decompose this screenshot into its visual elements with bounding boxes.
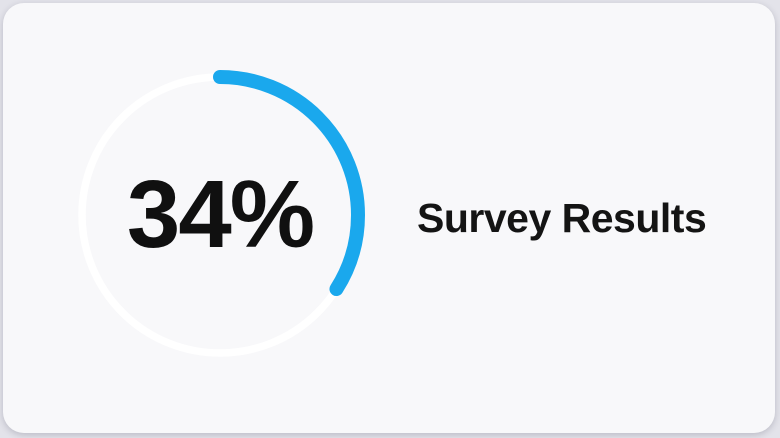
chart-title: Survey Results: [417, 194, 707, 241]
percent-label: 34%: [126, 161, 315, 268]
donut-svg: [75, 70, 365, 360]
progress-arc: [75, 70, 365, 360]
survey-card: 34% Survey Results: [3, 3, 775, 433]
donut-chart: 34%: [70, 65, 370, 365]
